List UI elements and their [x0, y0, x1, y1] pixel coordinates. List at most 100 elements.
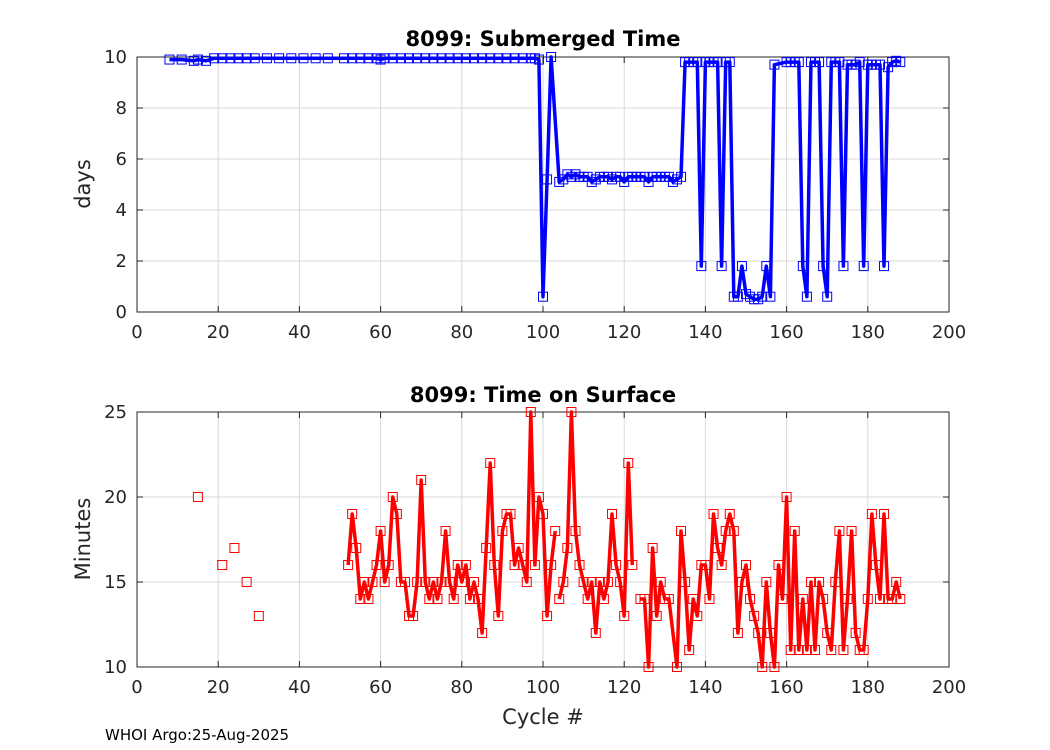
data-point: [538, 291, 548, 302]
data-point: [363, 594, 374, 604]
data-point: [834, 57, 845, 68]
data-point: [785, 645, 796, 655]
data-point: [663, 594, 674, 604]
data-point: [769, 662, 780, 672]
data-point: [692, 611, 703, 621]
data-point: [838, 261, 849, 272]
data-point: [895, 57, 906, 68]
data-point: [724, 509, 735, 519]
data-point: [818, 594, 829, 604]
x-tick-label: 200: [932, 677, 966, 698]
y-axis-label: Minutes: [71, 498, 95, 581]
data-point: [712, 57, 723, 68]
data-point: [359, 577, 370, 587]
data-point: [818, 261, 829, 272]
data-point: [485, 458, 496, 468]
data-point: [347, 509, 358, 519]
data-point: [355, 594, 366, 604]
data-point: [700, 560, 711, 570]
data-point: [736, 261, 747, 272]
y-tick-label: 15: [104, 572, 127, 593]
data-point: [671, 662, 682, 672]
x-tick-label: 140: [688, 677, 722, 698]
data-point: [647, 543, 658, 553]
data-point: [781, 492, 792, 502]
x-tick-label: 180: [851, 322, 885, 343]
data-point: [468, 53, 479, 64]
data-point: [838, 645, 849, 655]
data-point: [858, 261, 869, 272]
x-tick-label: 20: [207, 677, 230, 698]
data-point: [692, 57, 703, 68]
series-line-surface-2: [557, 410, 635, 635]
x-tick-label: 80: [450, 322, 473, 343]
data-point: [696, 261, 707, 272]
data-point: [192, 492, 203, 502]
data-point: [627, 560, 638, 570]
data-point: [607, 509, 618, 519]
data-point: [797, 261, 808, 272]
data-point: [347, 53, 358, 64]
y-tick-label: 25: [104, 402, 127, 423]
data-point: [509, 560, 520, 570]
data-point: [310, 53, 321, 64]
data-point: [728, 526, 739, 536]
data-point: [732, 628, 743, 638]
data-point: [481, 543, 492, 553]
data-point: [704, 594, 715, 604]
chart-title: 8099: Time on Surface: [410, 383, 676, 407]
tick-labels: 0 20 40 60 80 100 120 140 160 180 200 10 15 20 25: [104, 402, 966, 698]
data-point: [854, 57, 865, 68]
data-point: [355, 53, 366, 64]
data-point: [586, 577, 597, 587]
data-point: [761, 261, 772, 272]
data-point: [395, 53, 406, 64]
data-point: [473, 594, 484, 604]
data-point: [757, 291, 768, 302]
data-point: [460, 560, 471, 570]
data-point: [676, 171, 687, 182]
x-tick-label: 20: [207, 322, 230, 343]
data-point: [870, 560, 881, 570]
data-point: [509, 53, 520, 64]
data-point: [793, 645, 804, 655]
data-point: [566, 407, 577, 417]
data-point: [874, 594, 885, 604]
x-tick-label: 60: [369, 322, 392, 343]
data-point: [192, 54, 203, 65]
data-point: [428, 53, 439, 64]
data-point: [639, 594, 650, 604]
data-point: [517, 53, 528, 64]
data-point: [651, 611, 662, 621]
series-line-submerged: [169, 55, 901, 302]
data-point: [261, 53, 272, 64]
data-point: [684, 645, 695, 655]
data-point: [513, 543, 524, 553]
data-point: [753, 628, 764, 638]
data-point: [619, 611, 630, 621]
data-point: [538, 509, 548, 519]
x-tick-label: 40: [288, 677, 311, 698]
x-tick-label: 140: [688, 322, 722, 343]
data-point: [456, 577, 467, 587]
data-point: [217, 53, 228, 64]
data-point: [501, 53, 512, 64]
y-tick-label: 4: [116, 200, 127, 221]
x-tick-label: 120: [607, 322, 641, 343]
data-point: [412, 577, 423, 587]
series-line-surface: [346, 410, 557, 635]
data-point: [757, 662, 768, 672]
data-point: [452, 560, 463, 570]
data-point: [379, 577, 390, 587]
data-point: [416, 475, 427, 485]
data-point: [797, 594, 808, 604]
data-point: [464, 594, 475, 604]
data-point: [408, 611, 419, 621]
data-point: [643, 662, 654, 672]
data-point: [826, 645, 837, 655]
data-point: [716, 261, 727, 272]
data-point: [842, 594, 853, 604]
series-line-surface-3: [640, 495, 903, 669]
data-point: [582, 594, 593, 604]
